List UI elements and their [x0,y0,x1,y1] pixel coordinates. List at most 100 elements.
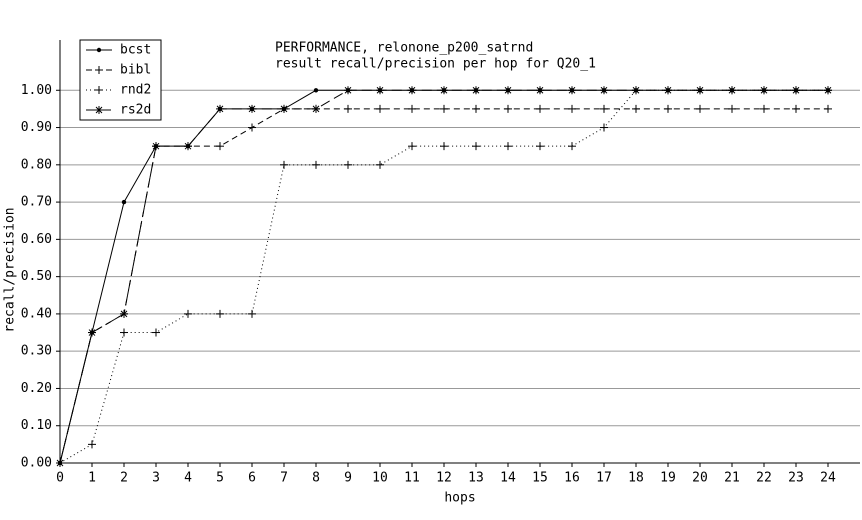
marker [536,86,544,95]
marker [536,142,544,151]
marker [408,86,416,95]
marker-stroke [95,106,103,114]
y-tick-label: 0.60 [21,232,52,247]
marker [504,104,512,113]
marker-stroke [728,86,736,94]
x-tick-label: 12 [436,471,452,486]
x-axis-label: hops [444,491,475,506]
marker [216,309,224,318]
chart-title: PERFORMANCE, relonone_p200_satrnd [275,41,533,56]
marker-dot [313,88,319,93]
series-line [59,108,828,464]
marker [184,309,192,318]
marker [696,86,704,95]
marker-stroke [216,105,224,113]
marker-stroke [440,86,448,94]
y-tick-label: 0.00 [21,456,52,471]
marker [280,104,288,113]
y-axis-label: recall/precision [3,207,18,332]
marker [95,106,103,114]
marker [152,328,160,337]
marker-stroke [152,142,160,150]
x-tick-label: 11 [404,471,420,486]
marker [792,104,800,113]
x-tick-label: 4 [184,471,192,486]
x-tick-label: 23 [788,471,804,486]
marker-stroke [632,86,640,94]
marker [408,142,416,151]
x-tick-label: 14 [500,471,516,486]
x-tick-label: 1 [88,471,96,486]
marker-stroke [376,86,384,94]
marker [600,104,608,113]
marker-stroke [280,105,288,113]
marker [344,104,352,113]
marker [376,160,384,169]
x-tick-label: 6 [248,471,256,486]
marker-stroke [408,86,416,94]
marker [408,104,416,113]
marker [568,142,576,151]
chart-subtitle: result recall/precision per hop for Q20_… [275,57,596,72]
marker [632,86,640,95]
marker [95,86,103,94]
x-tick-label: 13 [468,471,484,486]
marker [568,86,576,95]
x-tick-label: 8 [312,471,320,486]
x-tick-label: 5 [216,471,224,486]
marker-stroke [248,105,256,113]
marker [728,86,736,95]
y-tick-label: 0.40 [21,306,52,321]
marker [248,309,256,318]
marker [344,86,352,95]
marker [760,86,768,95]
legend-label: rs2d [120,103,151,118]
marker [632,104,640,113]
x-tick-label: 18 [628,471,644,486]
marker-stroke [56,459,64,467]
marker [824,86,832,95]
marker [312,160,320,169]
marker [696,104,704,113]
y-tick-label: 1.00 [21,83,52,98]
x-tick-label: 19 [660,471,676,486]
marker [792,86,800,95]
marker-stroke [824,86,832,94]
marker [95,66,103,74]
x-tick-label: 21 [724,471,740,486]
marker [504,142,512,151]
marker [152,142,160,151]
marker [280,160,288,169]
marker [760,104,768,113]
x-tick-label: 10 [372,471,388,486]
legend-label: rnd2 [120,83,151,98]
marker-dot [121,199,127,205]
marker [120,328,128,337]
y-tick-label: 0.70 [21,195,52,210]
marker [440,104,448,113]
y-tick-label: 0.80 [21,157,52,172]
marker [344,160,352,169]
marker [472,142,480,151]
y-tick-label: 0.50 [21,269,52,284]
x-tick-label: 7 [280,471,288,486]
marker-stroke [504,86,512,94]
marker-stroke [696,86,704,94]
marker [472,86,480,95]
y-tick-label: 0.20 [21,381,52,396]
x-tick-label: 3 [152,471,160,486]
marker [664,104,672,113]
marker [568,104,576,113]
x-tick-label: 20 [692,471,708,486]
marker [216,142,224,151]
marker [664,86,672,95]
x-tick-label: 16 [564,471,580,486]
marker [376,104,384,113]
marker-stroke [760,86,768,94]
x-tick-label: 17 [596,471,612,486]
marker [312,104,320,113]
legend-box [79,39,162,121]
marker-stroke [568,86,576,94]
x-tick-label: 2 [120,471,128,486]
